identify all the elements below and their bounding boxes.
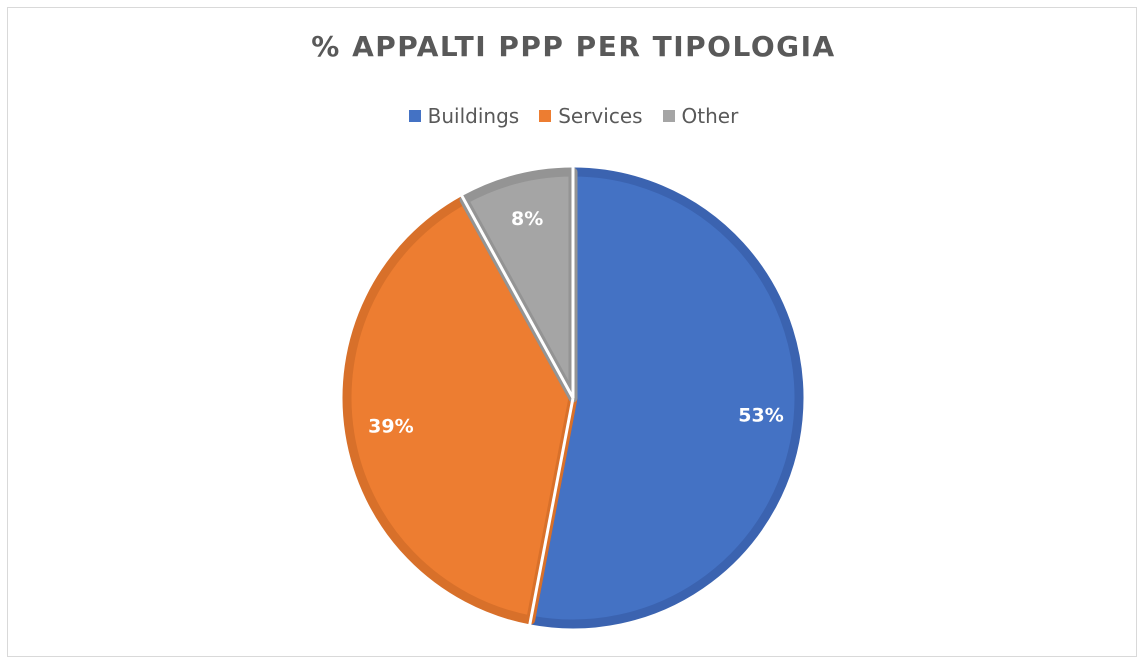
legend: Buildings Services Other <box>0 104 1147 128</box>
legend-label-buildings: Buildings <box>427 104 520 128</box>
slice-label-services: 39% <box>368 415 413 437</box>
legend-swatch-other <box>662 110 675 122</box>
slice-separator-services <box>528 397 575 626</box>
legend-swatch-services <box>539 110 552 122</box>
pie-slice-other <box>459 167 578 403</box>
slice-separator-other <box>460 194 575 399</box>
pie-slice-buildings <box>526 167 804 629</box>
chart-title: % APPALTI PPP PER TIPOLOGIA <box>311 30 836 63</box>
legend-label-other: Other <box>681 104 739 128</box>
legend-label-services: Services <box>558 104 643 128</box>
slice-label-other: 8% <box>511 208 543 230</box>
legend-item-other: Other <box>662 104 739 128</box>
pie-slice-services <box>342 195 578 625</box>
legend-swatch-buildings <box>408 110 421 122</box>
slice-label-buildings: 53% <box>738 404 783 426</box>
legend-item-buildings: Buildings <box>408 104 520 128</box>
legend-item-services: Services <box>539 104 643 128</box>
